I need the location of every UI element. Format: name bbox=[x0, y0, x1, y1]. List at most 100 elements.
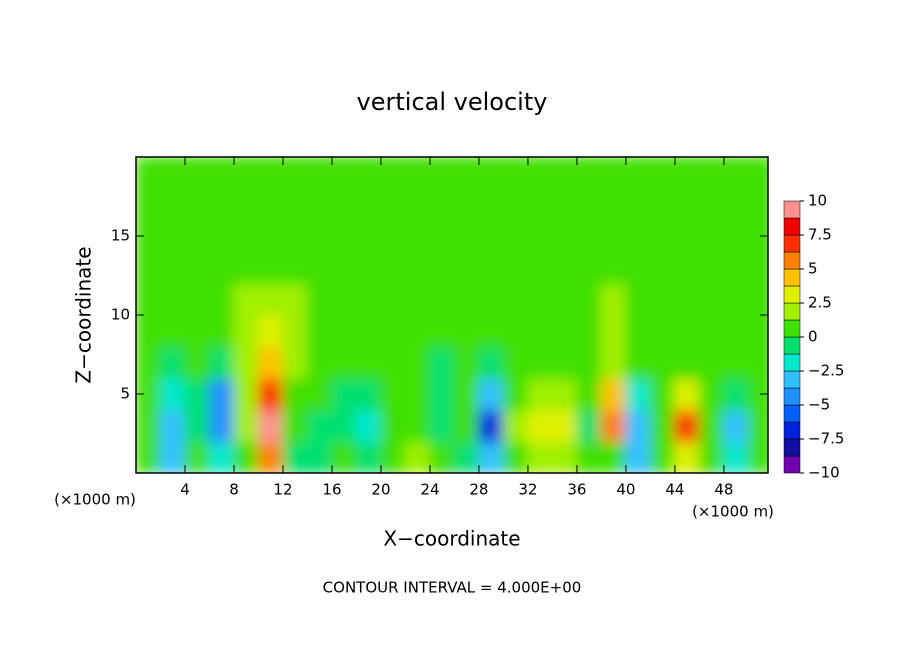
cell bbox=[379, 440, 407, 473]
cell bbox=[404, 377, 431, 411]
cell bbox=[281, 440, 309, 473]
x-tick-label: 4 bbox=[180, 481, 190, 499]
cell bbox=[698, 282, 725, 316]
cell bbox=[502, 408, 529, 443]
cell bbox=[698, 314, 725, 348]
cell bbox=[575, 250, 603, 285]
colorbar-swatch bbox=[783, 455, 801, 474]
cell bbox=[136, 187, 162, 222]
cell bbox=[624, 282, 652, 316]
cell bbox=[649, 314, 676, 348]
cell bbox=[404, 157, 431, 190]
cell bbox=[673, 345, 701, 380]
cell bbox=[722, 314, 750, 348]
cell bbox=[722, 187, 750, 222]
cell bbox=[502, 157, 529, 190]
cell bbox=[673, 408, 701, 443]
plot-area bbox=[136, 157, 768, 473]
cell bbox=[624, 187, 652, 222]
cell bbox=[404, 282, 431, 316]
cell bbox=[698, 345, 725, 380]
x-axis-label: X−coordinate bbox=[383, 527, 520, 551]
cell bbox=[183, 377, 211, 411]
cell bbox=[575, 377, 603, 411]
cell bbox=[428, 282, 456, 316]
cell bbox=[453, 157, 480, 190]
cell bbox=[232, 187, 260, 222]
cell bbox=[257, 187, 284, 222]
cell bbox=[159, 250, 186, 285]
cell bbox=[673, 282, 701, 316]
x-tick-label: 24 bbox=[420, 481, 439, 499]
cell bbox=[404, 219, 431, 253]
cell bbox=[624, 157, 652, 190]
cell bbox=[232, 408, 260, 443]
cell bbox=[477, 219, 505, 253]
cell bbox=[502, 314, 529, 348]
cell bbox=[281, 314, 309, 348]
cell bbox=[747, 440, 768, 473]
cell bbox=[722, 440, 750, 473]
cell bbox=[526, 377, 554, 411]
x-tick-label: 32 bbox=[518, 481, 537, 499]
cell bbox=[232, 282, 260, 316]
cell bbox=[404, 314, 431, 348]
x-tick-label: 20 bbox=[371, 481, 390, 499]
cell bbox=[136, 440, 162, 473]
cell bbox=[330, 187, 358, 222]
x-tick-label: 8 bbox=[229, 481, 239, 499]
cell bbox=[136, 345, 162, 380]
colorbar-swatch bbox=[783, 353, 801, 372]
cell bbox=[306, 314, 333, 348]
footer: CONTOUR INTERVAL = 4.000E+00 bbox=[323, 579, 582, 597]
cell bbox=[698, 440, 725, 473]
cell bbox=[257, 314, 284, 348]
cell bbox=[183, 345, 211, 380]
cell bbox=[649, 187, 676, 222]
cell bbox=[281, 219, 309, 253]
cell bbox=[624, 408, 652, 443]
cell bbox=[404, 345, 431, 380]
cell bbox=[453, 314, 480, 348]
cell bbox=[624, 250, 652, 285]
cell bbox=[526, 282, 554, 316]
cell bbox=[379, 187, 407, 222]
cell bbox=[208, 187, 235, 222]
cell bbox=[624, 314, 652, 348]
cell bbox=[208, 282, 235, 316]
cell bbox=[624, 219, 652, 253]
cell bbox=[183, 314, 211, 348]
cell bbox=[575, 187, 603, 222]
cell bbox=[673, 377, 701, 411]
cell bbox=[428, 187, 456, 222]
colorbar-label: −2.5 bbox=[808, 362, 844, 380]
cell bbox=[453, 408, 480, 443]
cell bbox=[330, 250, 358, 285]
cell bbox=[232, 314, 260, 348]
cell bbox=[136, 282, 162, 316]
cell bbox=[649, 157, 676, 190]
cell bbox=[428, 219, 456, 253]
cell bbox=[257, 408, 284, 443]
colorbar-swatch bbox=[783, 370, 801, 389]
cell bbox=[306, 282, 333, 316]
cell bbox=[600, 377, 627, 411]
cell bbox=[453, 187, 480, 222]
cell bbox=[600, 408, 627, 443]
cell bbox=[649, 219, 676, 253]
cell bbox=[330, 219, 358, 253]
cell bbox=[306, 345, 333, 380]
cell bbox=[379, 250, 407, 285]
cell bbox=[281, 187, 309, 222]
cell bbox=[404, 187, 431, 222]
cell bbox=[428, 314, 456, 348]
cell bbox=[673, 157, 701, 190]
cell bbox=[355, 282, 382, 316]
cell bbox=[355, 314, 382, 348]
cell bbox=[477, 314, 505, 348]
cell bbox=[747, 187, 768, 222]
cell bbox=[722, 408, 750, 443]
cell bbox=[159, 219, 186, 253]
cell bbox=[306, 157, 333, 190]
cell bbox=[281, 157, 309, 190]
